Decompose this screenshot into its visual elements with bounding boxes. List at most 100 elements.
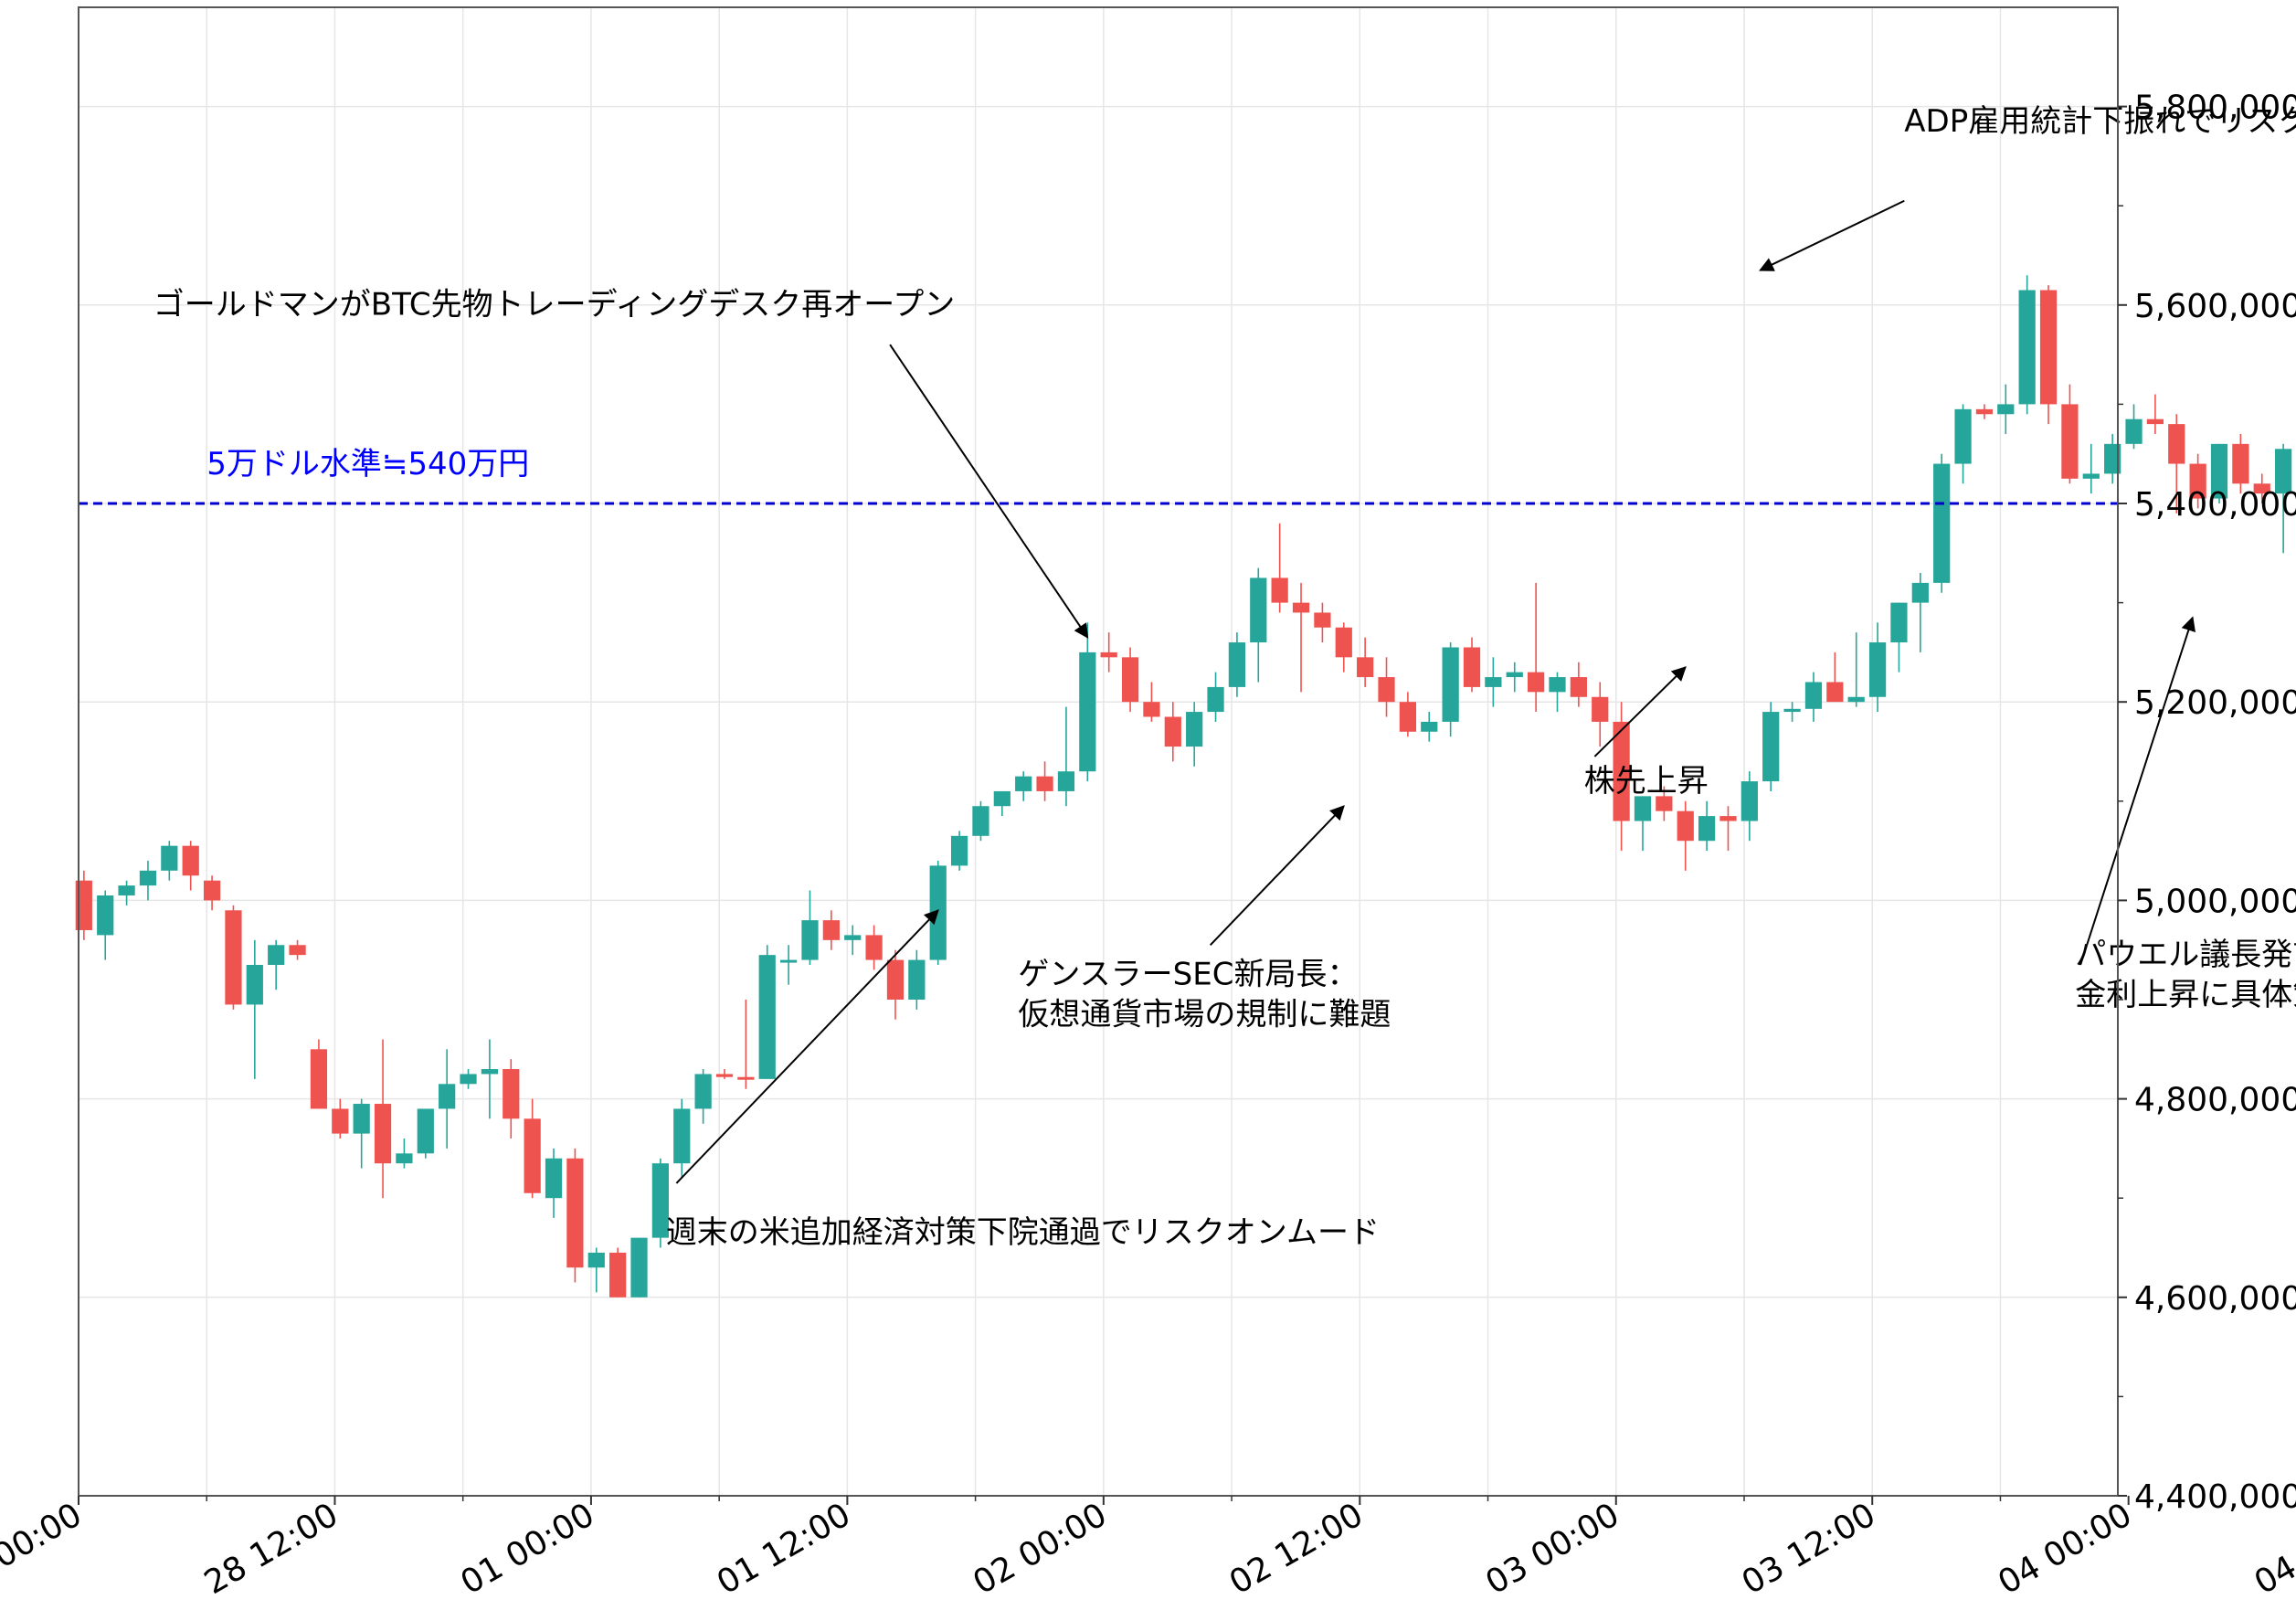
- candle-down: [1613, 721, 1630, 821]
- candle-down: [1036, 776, 1053, 791]
- y-tick-label: 5,800,000: [2134, 90, 2296, 127]
- annotation-line: 仮想通貨市場の規制に難題: [1018, 997, 1391, 1033]
- annotation-line: ゴールドマンがBTC先物トレーディングデスク再オープン: [153, 287, 955, 323]
- candle-up: [801, 920, 819, 960]
- candle-up: [1997, 404, 2015, 415]
- x-tick-label: 01 00:00: [454, 1496, 600, 1602]
- candle-down: [2232, 443, 2249, 484]
- annotation-arrow: [675, 909, 939, 1184]
- x-tick-label: 02 00:00: [967, 1496, 1113, 1602]
- candle-down: [1335, 627, 1352, 658]
- candle-up: [1741, 781, 1758, 821]
- candle-down: [609, 1252, 627, 1298]
- candle-up: [268, 945, 285, 965]
- candle-down: [1399, 702, 1417, 732]
- candle-down: [1164, 716, 1181, 747]
- annotation-line: パウエル議長発言：: [2075, 937, 2296, 973]
- annotation-text: ゴールドマンがBTC先物トレーディングデスク再オープン: [153, 287, 955, 323]
- candle-up: [1228, 642, 1246, 687]
- annotation-arrow: [1593, 666, 1687, 757]
- grid: [78, 7, 2118, 1497]
- candle-down: [1121, 657, 1139, 703]
- candle-up: [651, 1163, 669, 1238]
- candle-up: [2275, 449, 2292, 494]
- candle-down: [566, 1158, 584, 1268]
- candle-up: [1506, 672, 1523, 678]
- candle-up: [1421, 721, 1438, 732]
- candle-down: [715, 1074, 734, 1077]
- candle-down: [289, 945, 306, 956]
- candle-up: [1954, 408, 1972, 464]
- candle-up: [417, 1108, 434, 1154]
- candle-up: [396, 1153, 413, 1164]
- candle-down: [1528, 672, 1545, 693]
- candle-up: [972, 806, 989, 836]
- candle-up: [694, 1074, 712, 1109]
- annotations: 週末の米追加経済対策下院通過でリスクオンムード ゴールドマンがBTC先物トレーディ…: [153, 103, 2296, 1251]
- annotation-text: ゲンスラーSEC新局長： 仮想通貨市場の規制に難題: [1018, 957, 1391, 1033]
- plot-frame: [78, 6, 2119, 1497]
- candle-up: [2018, 290, 2036, 405]
- candle-down: [2146, 418, 2164, 425]
- candle-up: [673, 1108, 691, 1164]
- candle-down: [1271, 577, 1288, 603]
- candle-up: [118, 885, 135, 895]
- candle-down: [1143, 702, 1160, 717]
- candle-up: [246, 964, 263, 1005]
- annotation-line: 週末の米追加経済対策下院通過でリスクオンムード: [666, 1214, 1380, 1251]
- y-tick-label: 4,600,000: [2134, 1280, 2296, 1318]
- candle-down: [1656, 796, 1673, 811]
- annotation-arrow: [1209, 805, 1345, 946]
- candle-down: [2061, 404, 2079, 479]
- candle-up: [1783, 708, 1801, 713]
- candle-up: [779, 959, 798, 963]
- y-tick-label: 5,400,000: [2134, 486, 2296, 524]
- x-tick-label: 03 12:00: [1736, 1496, 1882, 1602]
- candle-down: [1677, 810, 1694, 842]
- candle-up: [460, 1074, 477, 1085]
- candle-up: [908, 959, 926, 1000]
- x-tick-label: 04 00:00: [1992, 1496, 2138, 1602]
- candle-up: [1079, 651, 1096, 772]
- candles: [75, 275, 2292, 1298]
- candle-up: [1762, 712, 1780, 782]
- candle-up: [993, 790, 1010, 807]
- candle-up: [439, 1084, 456, 1109]
- candle-up: [97, 895, 114, 936]
- candle-up: [1250, 577, 1267, 643]
- y-tick-label: 4,800,000: [2134, 1082, 2296, 1119]
- candle-down: [182, 845, 199, 876]
- candle-up: [2104, 443, 2121, 474]
- candle-up: [929, 865, 947, 960]
- candle-up: [481, 1069, 499, 1075]
- candle-up: [950, 835, 968, 866]
- level-line-label: 5万ドル水準≒540万円: [206, 446, 529, 482]
- candle-down: [1975, 408, 1994, 415]
- candle-down: [2189, 463, 2206, 499]
- candle-down: [75, 880, 92, 930]
- candle-up: [1804, 682, 1823, 709]
- x-tick-label: 03 00:00: [1479, 1496, 1625, 1602]
- candle-up: [1015, 776, 1032, 791]
- candle-down: [2168, 424, 2185, 464]
- annotation-arrow: [889, 344, 1089, 639]
- candle-up: [1911, 582, 1929, 603]
- candle-up: [844, 935, 862, 940]
- candle-down: [1314, 612, 1331, 628]
- y-tick-label: 5,200,000: [2134, 684, 2296, 722]
- candle-down: [1292, 602, 1310, 613]
- annotation-line: ゲンスラーSEC新局長：: [1018, 957, 1358, 993]
- candle-up: [1485, 677, 1502, 687]
- candle-up: [1207, 686, 1224, 713]
- annotation-arrow: [1759, 199, 1905, 271]
- x-tick-label: 28 12:00: [198, 1496, 344, 1602]
- annotation-text: パウエル議長発言： 金利上昇に具体策示さず失望感: [2075, 937, 2296, 1013]
- candle-down: [822, 920, 840, 940]
- candle-down: [1357, 657, 1374, 678]
- candle-up: [1698, 816, 1716, 842]
- candle-down: [332, 1108, 349, 1134]
- candle-down: [1378, 677, 1395, 703]
- candle-up: [1933, 463, 1951, 583]
- x-tick-label: 02 12:00: [1223, 1496, 1370, 1602]
